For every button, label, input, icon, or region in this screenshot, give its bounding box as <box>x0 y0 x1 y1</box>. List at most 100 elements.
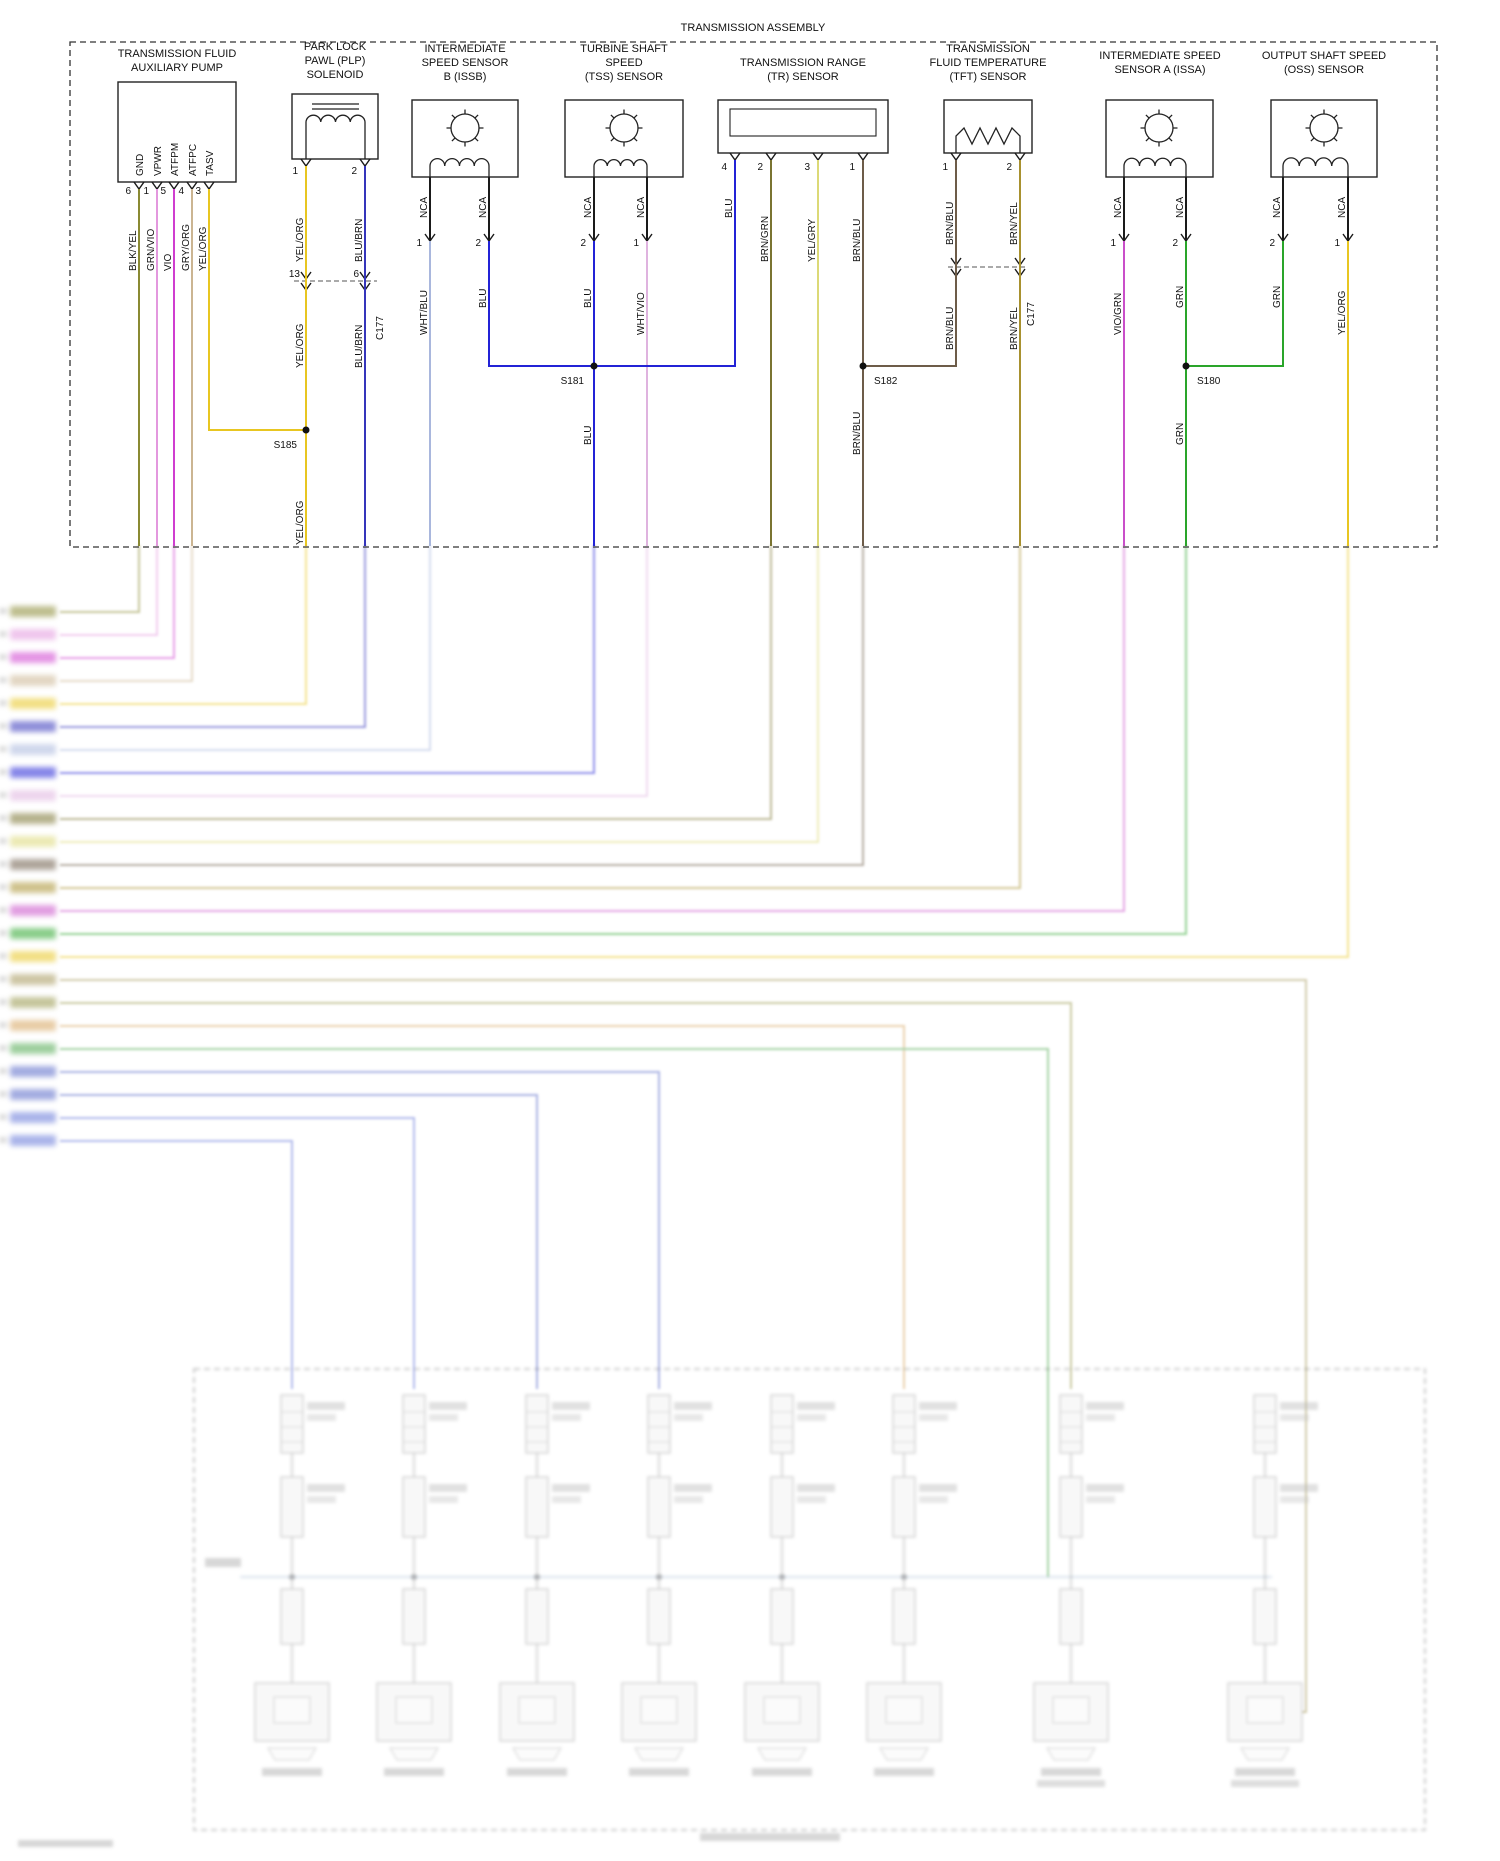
pin-number: 1 <box>849 162 855 173</box>
sensor-body <box>1270 99 1378 178</box>
signal-label: GND <box>135 154 146 176</box>
wire-color-label: YEL/ORG <box>295 217 306 262</box>
wire-color-label: YEL/GRY <box>807 219 818 262</box>
connector-pin-chevrons <box>300 158 371 168</box>
coil-symbol <box>593 158 648 177</box>
wire-color-label: VIO <box>163 254 174 271</box>
component-title: AUXILIARY PUMP <box>131 62 223 74</box>
coil-symbol <box>1282 157 1349 177</box>
signal-label: ATFPC <box>188 144 199 176</box>
component-title: FLUID TEMPERATURE <box>930 57 1047 69</box>
sensor-body <box>943 99 1033 154</box>
pin-number: 2 <box>1269 238 1275 249</box>
component-title: SENSOR A (ISSA) <box>1114 64 1205 76</box>
sensor-body <box>717 99 889 154</box>
sensor-body <box>411 99 519 178</box>
connector-pin-number: 6 <box>353 269 359 280</box>
component-tss-sensor: TURBINE SHAFT SPEED (TSS) SENSOR NCA NCA… <box>561 43 684 445</box>
pin-number: 4 <box>721 162 727 173</box>
sensor-body <box>1105 99 1214 178</box>
coil-symbol <box>1123 157 1187 177</box>
wire-blu-issb <box>488 241 594 367</box>
wire-color-label: BLU <box>478 289 489 308</box>
component-title: (TFT) SENSOR <box>950 71 1027 83</box>
wire-color-label: GRN/VIO <box>146 229 157 271</box>
coil-core <box>312 103 359 110</box>
splice-dot-s182 <box>859 362 867 370</box>
pin-number: 1 <box>633 238 639 249</box>
connector-pin-chevrons <box>1277 233 1354 243</box>
splice-label: S180 <box>1197 376 1221 387</box>
component-plp-solenoid: PARK LOCK PAWL (PLP) SOLENOID 1 2 YEL/OR… <box>274 41 386 545</box>
wire-color-label: BLU <box>724 199 735 218</box>
wire-yel-org-pump <box>208 189 306 431</box>
pin-number: 6 <box>125 186 131 197</box>
component-title: (OSS) SENSOR <box>1284 64 1364 76</box>
signal-label: ATFPM <box>170 143 181 176</box>
wire-color-label: BLU/BRN <box>354 325 365 368</box>
pin-number: 1 <box>1110 238 1116 249</box>
component-title: (TSS) SENSOR <box>585 71 663 83</box>
coil-symbol <box>429 158 490 177</box>
sensor-body <box>564 99 684 178</box>
component-title: INTERMEDIATE <box>424 43 505 55</box>
connector-pin-chevrons <box>424 233 495 243</box>
bottom-assembly-blurred <box>18 1368 1426 1847</box>
component-title: SPEED <box>605 57 642 69</box>
component-tr-sensor: TRANSMISSION RANGE (TR) SENSOR 4 2 3 1 B… <box>717 57 898 455</box>
wire-color-label: VIO/GRN <box>1113 293 1124 335</box>
coil-symbol <box>305 114 366 159</box>
sensor-pigtail-leads <box>429 177 1349 241</box>
nca-label: NCA <box>583 197 594 218</box>
splice-label: S181 <box>561 376 585 387</box>
pin-number: 2 <box>351 166 357 177</box>
sensor-inner <box>729 108 877 137</box>
nca-label: NCA <box>1337 197 1348 218</box>
component-title: SPEED SENSOR <box>422 57 509 69</box>
signal-label: TASV <box>205 150 216 176</box>
nca-label: NCA <box>636 197 647 218</box>
splice-label: S185 <box>274 440 298 451</box>
component-title: OUTPUT SHAFT SPEED <box>1262 50 1386 62</box>
pin-number: 1 <box>942 162 948 173</box>
component-title: PARK LOCK <box>304 41 367 53</box>
speed-sensor-gear-icon <box>1304 108 1344 148</box>
left-connector-blurred <box>0 606 56 1146</box>
wire-color-label: GRY/ORG <box>181 224 192 271</box>
pin-number: 2 <box>580 238 586 249</box>
pin-number: 1 <box>292 166 298 177</box>
thermistor-symbol <box>955 126 1021 153</box>
wire-color-label: WHT/BLU <box>419 290 430 335</box>
harness-wires <box>138 160 1349 546</box>
component-title: SOLENOID <box>307 69 364 81</box>
wire-color-label: BRN/BLU <box>852 219 863 262</box>
component-issa-sensor: INTERMEDIATE SPEED SENSOR A (ISSA) NCA N… <box>1099 50 1221 445</box>
wire-color-label: BLK/YEL <box>128 230 139 271</box>
splice-dot-s180 <box>1182 362 1190 370</box>
connector-pin-chevrons <box>729 152 869 162</box>
mid-harness-blurred <box>60 545 1349 1713</box>
pin-number: 2 <box>757 162 763 173</box>
nca-label: NCA <box>1113 197 1124 218</box>
assembly-title: TRANSMISSION ASSEMBLY <box>681 22 826 34</box>
speed-sensor-gear-icon <box>445 108 485 148</box>
pin-number: 2 <box>1172 238 1178 249</box>
pin-number: 2 <box>1006 162 1012 173</box>
component-title: INTERMEDIATE SPEED <box>1099 50 1220 62</box>
splice-dot-s181 <box>590 362 598 370</box>
pin-number: 1 <box>143 186 149 197</box>
wire-blu-tr <box>594 160 736 367</box>
splice-dot-s185 <box>302 426 310 434</box>
wire-color-label: YEL/ORG <box>295 500 306 545</box>
wire-color-label: BRN/GRN <box>760 216 771 262</box>
wire-brn-blu-tft <box>863 160 957 367</box>
wire-color-label: GRN <box>1175 286 1186 308</box>
wire-grn-oss <box>1186 241 1284 367</box>
component-issb-sensor: INTERMEDIATE SPEED SENSOR B (ISSB) NCA N… <box>411 43 519 335</box>
connector-pin-chevrons <box>588 233 653 243</box>
pin-number: 5 <box>160 186 166 197</box>
nca-label: NCA <box>419 197 430 218</box>
component-title: TRANSMISSION FLUID <box>118 48 237 60</box>
